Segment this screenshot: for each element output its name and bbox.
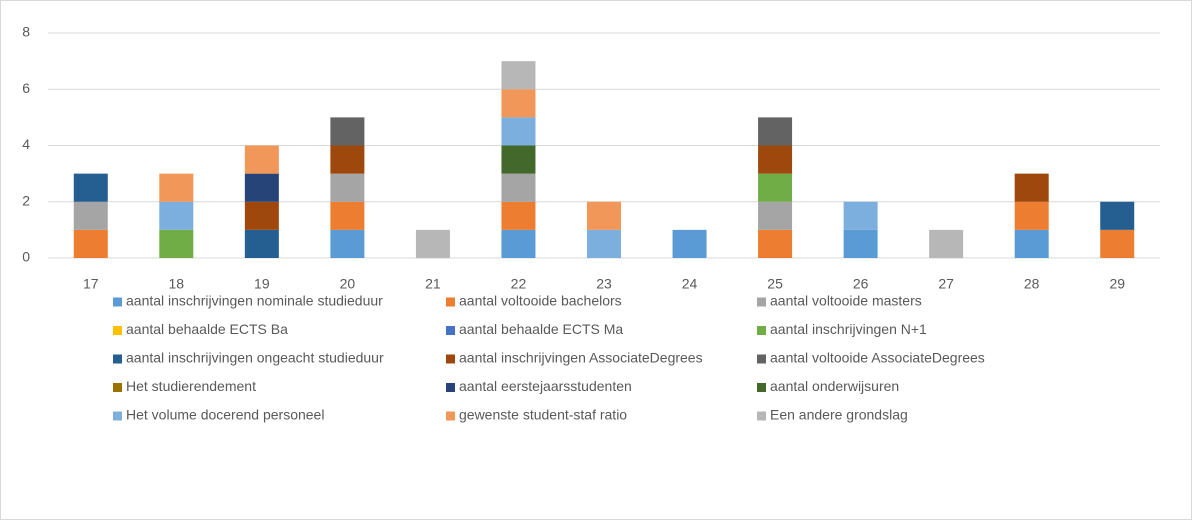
bar-segment [587, 229, 621, 258]
legend-label: aantal voltooide AssociateDegrees [770, 350, 985, 366]
legend-label: aantal onderwijsuren [770, 378, 899, 394]
x-tick-label: 29 [1109, 276, 1125, 292]
legend-label: aantal voltooide bachelors [459, 293, 622, 309]
bar-segment [330, 173, 365, 202]
legend-swatch [446, 326, 455, 335]
bar-segment [330, 117, 365, 146]
legend-swatch [757, 297, 766, 307]
legend-swatch [113, 411, 122, 421]
legend-swatch [757, 383, 766, 392]
bar-segment [244, 201, 279, 230]
bar-segment [1014, 201, 1049, 230]
bar-segment [501, 201, 536, 230]
bar-segment [159, 201, 194, 230]
legend-label: gewenste student-staf ratio [459, 407, 627, 423]
bar-segment [415, 229, 450, 258]
bar-segment [1014, 173, 1049, 202]
bar-segment [929, 229, 964, 258]
bar-segment [672, 229, 707, 258]
legend-label: aantal voltooide masters [770, 293, 922, 309]
legend-swatch [446, 297, 455, 307]
legend-label: Een andere grondslag [770, 407, 908, 423]
legend-label: aantal behaalde ECTS Ba [126, 321, 288, 337]
legend-label: aantal inschrijvingen AssociateDegrees [459, 350, 703, 366]
legend-label: aantal behaalde ECTS Ma [459, 321, 623, 337]
bar-segment [73, 201, 108, 230]
x-tick-label: 20 [340, 276, 356, 292]
legend-label: Het volume docerend personeel [126, 407, 324, 423]
bar-segment [501, 89, 536, 118]
bar-segment [501, 145, 536, 174]
x-tick-label: 23 [596, 276, 612, 292]
bar-segment [244, 229, 279, 258]
legend-label: aantal inschrijvingen N+1 [770, 321, 927, 337]
x-tick-label: 21 [425, 276, 441, 292]
bar-segment [330, 229, 365, 258]
legend-label: aantal eerstejaarsstudenten [459, 378, 632, 394]
bar-segment [758, 229, 793, 258]
y-tick-label: 8 [22, 24, 30, 40]
bar-segment [758, 173, 793, 202]
x-tick-label: 26 [853, 276, 869, 292]
bar-segment [501, 61, 536, 90]
x-tick-label: 27 [938, 276, 954, 292]
bar-segment [73, 173, 108, 202]
bar-segment [159, 229, 194, 258]
bar-segment [159, 173, 194, 202]
bar-segment [501, 117, 536, 146]
bar-segment [1100, 229, 1135, 258]
legend-swatch [446, 411, 455, 421]
legend-swatch [446, 383, 455, 392]
x-tick-label: 28 [1024, 276, 1040, 292]
x-tick-label: 18 [169, 276, 185, 292]
bar-segment [330, 201, 365, 230]
legend-swatch [113, 326, 122, 335]
legend-label: aantal inschrijvingen nominale studieduu… [126, 293, 383, 309]
bar-segment [244, 173, 279, 202]
y-tick-label: 4 [22, 136, 30, 152]
legend-swatch [757, 326, 766, 335]
bar-segment [73, 229, 108, 258]
x-tick-label: 25 [767, 276, 783, 292]
y-tick-label: 6 [22, 80, 30, 96]
legend-swatch [446, 354, 455, 364]
bar-segment [758, 145, 793, 174]
legend-label: aantal inschrijvingen ongeacht studieduu… [126, 350, 384, 366]
bar-segment [330, 145, 365, 174]
bar-segment [1100, 201, 1135, 230]
bar-segment [244, 145, 279, 174]
legend-swatch [757, 354, 766, 364]
x-tick-label: 22 [511, 276, 527, 292]
legend-swatch [757, 411, 766, 421]
legend-swatch [113, 297, 122, 307]
bar-segment [843, 229, 878, 258]
legend-label: Het studierendement [126, 378, 256, 394]
bar-segment [843, 201, 878, 230]
bar-segment [587, 201, 621, 230]
bar-segment [501, 173, 536, 202]
legend-swatch [113, 383, 122, 392]
y-tick-label: 0 [22, 249, 30, 265]
bar-segment [501, 229, 536, 258]
legend-swatch [113, 354, 122, 364]
bar-segment [758, 201, 793, 230]
x-tick-label: 17 [83, 276, 99, 292]
y-tick-label: 2 [22, 192, 30, 208]
bar-segment [1014, 229, 1049, 258]
bar-segment [758, 117, 793, 146]
x-tick-label: 19 [254, 276, 270, 292]
x-tick-label: 24 [682, 276, 698, 292]
